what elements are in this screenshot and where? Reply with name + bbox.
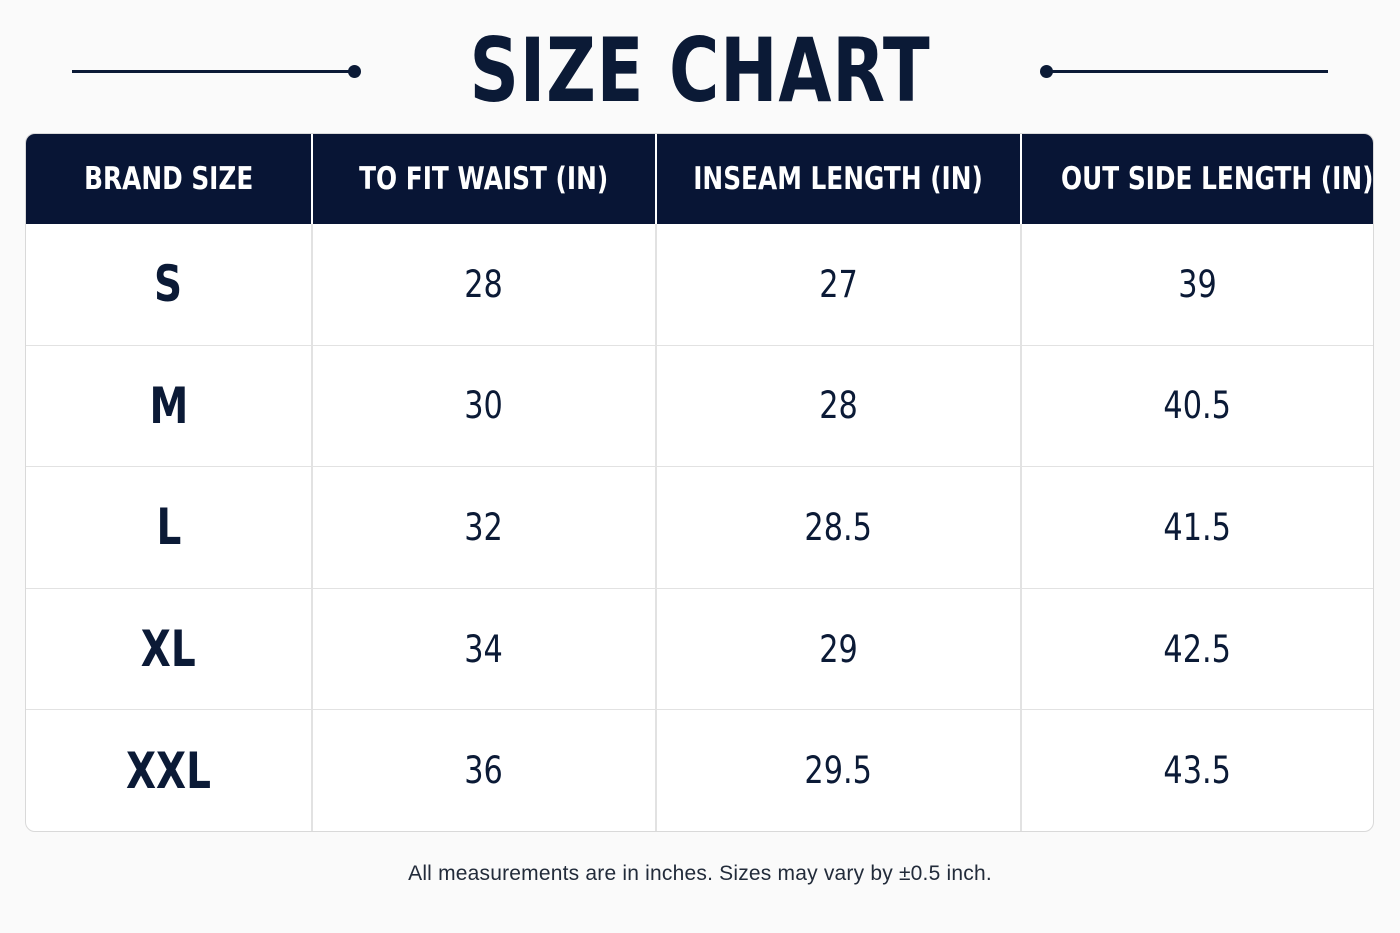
size-cell: XL xyxy=(26,587,312,710)
inseam-value: 28 xyxy=(819,384,858,428)
outside-length-value: 43.5 xyxy=(1163,749,1232,793)
title-divider-dot-left xyxy=(348,65,361,78)
title-section: SIZE CHART xyxy=(0,0,1400,134)
size-label: L xyxy=(156,498,181,557)
table-header: BRAND SIZE TO FIT WAIST (IN) INSEAM LENG… xyxy=(26,134,1373,224)
inseam-cell: 28 xyxy=(655,344,1021,467)
outside-length-cell: 39 xyxy=(1020,224,1373,346)
waist-cell: 36 xyxy=(311,709,656,831)
inseam-cell: 29 xyxy=(655,587,1021,710)
inseam-value: 29 xyxy=(819,627,858,671)
inseam-value: 29.5 xyxy=(804,749,873,793)
title-divider-left xyxy=(72,70,354,73)
outside-length-value: 40.5 xyxy=(1163,384,1232,428)
size-cell: XXL xyxy=(26,709,312,831)
waist-cell: 30 xyxy=(311,344,656,467)
size-cell: L xyxy=(26,466,312,589)
measurement-note: All measurements are in inches. Sizes ma… xyxy=(408,862,992,885)
waist-cell: 32 xyxy=(311,466,656,589)
header-brand-size: BRAND SIZE xyxy=(26,134,312,224)
waist-cell: 28 xyxy=(311,224,656,346)
page-title: SIZE CHART xyxy=(469,19,931,122)
header-label: INSEAM LENGTH (IN) xyxy=(693,161,984,197)
size-label: XXL xyxy=(126,741,211,800)
size-label: S xyxy=(154,255,183,314)
outside-length-value: 42.5 xyxy=(1163,627,1232,671)
header-row: BRAND SIZE TO FIT WAIST (IN) INSEAM LENG… xyxy=(26,134,1373,224)
waist-value: 34 xyxy=(464,627,504,671)
table-row: S 28 27 39 xyxy=(26,224,1373,346)
inseam-value: 27 xyxy=(819,262,858,306)
inseam-cell: 28.5 xyxy=(655,466,1021,589)
size-label: M xyxy=(149,376,188,435)
table-row: M 30 28 40.5 xyxy=(26,344,1373,467)
outside-length-cell: 43.5 xyxy=(1020,709,1373,831)
outside-length-cell: 40.5 xyxy=(1020,344,1373,467)
waist-cell: 34 xyxy=(311,587,656,710)
size-table: BRAND SIZE TO FIT WAIST (IN) INSEAM LENG… xyxy=(25,133,1374,832)
waist-value: 36 xyxy=(464,749,504,793)
outside-length-value: 39 xyxy=(1178,262,1217,306)
inseam-cell: 27 xyxy=(655,224,1021,346)
header-label: TO FIT WAIST (IN) xyxy=(359,161,609,197)
inseam-value: 28.5 xyxy=(804,505,873,549)
header-outside-length: OUT SIDE LENGTH (IN) xyxy=(1020,134,1374,224)
header-waist: TO FIT WAIST (IN) xyxy=(311,134,656,224)
waist-value: 30 xyxy=(464,384,504,428)
title-divider-right xyxy=(1046,70,1328,73)
waist-value: 28 xyxy=(464,262,504,306)
header-label: OUT SIDE LENGTH (IN) xyxy=(1061,161,1374,197)
header-label: BRAND SIZE xyxy=(83,161,254,197)
size-cell: M xyxy=(26,344,312,467)
table-row: XL 34 29 42.5 xyxy=(26,587,1373,710)
size-table-grid: BRAND SIZE TO FIT WAIST (IN) INSEAM LENG… xyxy=(26,134,1373,831)
outside-length-cell: 41.5 xyxy=(1020,466,1373,589)
table-row: XXL 36 29.5 43.5 xyxy=(26,709,1373,831)
inseam-cell: 29.5 xyxy=(655,709,1021,831)
outside-length-value: 41.5 xyxy=(1163,505,1232,549)
size-cell: S xyxy=(26,224,312,345)
header-inseam: INSEAM LENGTH (IN) xyxy=(655,134,1021,224)
size-label: XL xyxy=(141,620,196,679)
table-row: L 32 28.5 41.5 xyxy=(26,466,1373,589)
table-body: S 28 27 39 M 30 28 40.5 L 32 28.5 41.5 X… xyxy=(26,224,1373,831)
waist-value: 32 xyxy=(464,505,504,549)
outside-length-cell: 42.5 xyxy=(1020,587,1373,710)
